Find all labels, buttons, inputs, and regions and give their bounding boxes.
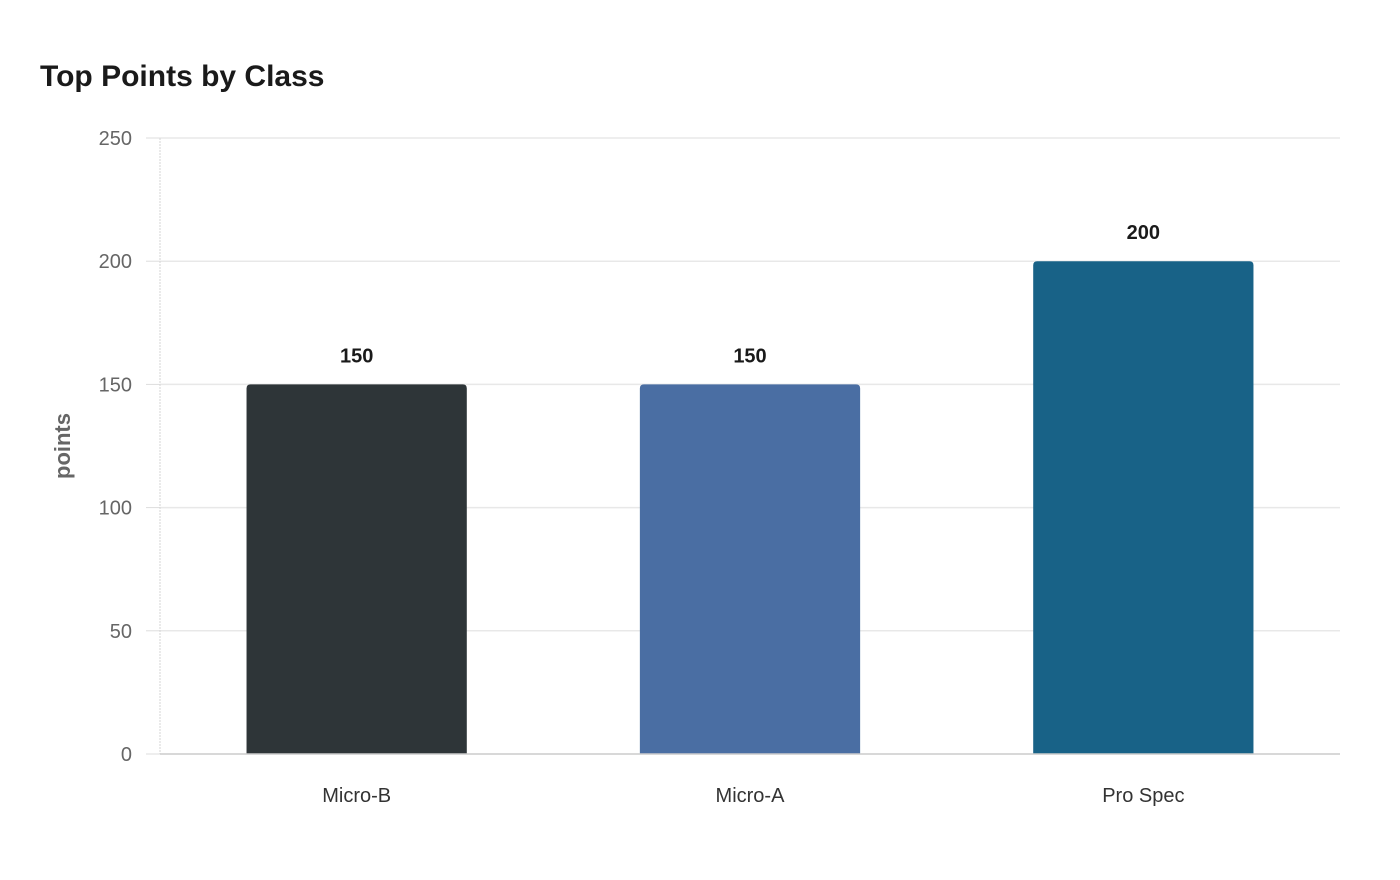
y-tick-label: 50 — [110, 621, 132, 643]
y-tick-label: 200 — [99, 251, 132, 273]
x-tick-label: Micro-B — [322, 785, 391, 807]
y-tick-label: 250 — [99, 128, 132, 150]
chart-title: Top Points by Class — [40, 60, 325, 93]
data-labels: 150 150 200 — [340, 222, 1160, 367]
bars — [246, 261, 1254, 754]
y-axis-ticks: 0 50 100 150 200 250 — [99, 128, 160, 766]
bar — [1033, 261, 1254, 754]
bar — [246, 384, 467, 754]
data-label: 150 — [340, 345, 373, 367]
y-tick-label: 150 — [99, 374, 132, 396]
y-tick-label: 0 — [121, 744, 132, 766]
y-tick-label: 100 — [99, 498, 132, 520]
data-label: 200 — [1127, 222, 1160, 244]
bar — [639, 384, 861, 754]
x-tick-label: Pro Spec — [1102, 785, 1184, 807]
data-label: 150 — [733, 345, 766, 367]
x-tick-label: Micro-A — [716, 785, 786, 807]
y-axis-title: points — [50, 413, 75, 479]
x-axis-labels: Micro-B Micro-A Pro Spec — [322, 785, 1184, 807]
